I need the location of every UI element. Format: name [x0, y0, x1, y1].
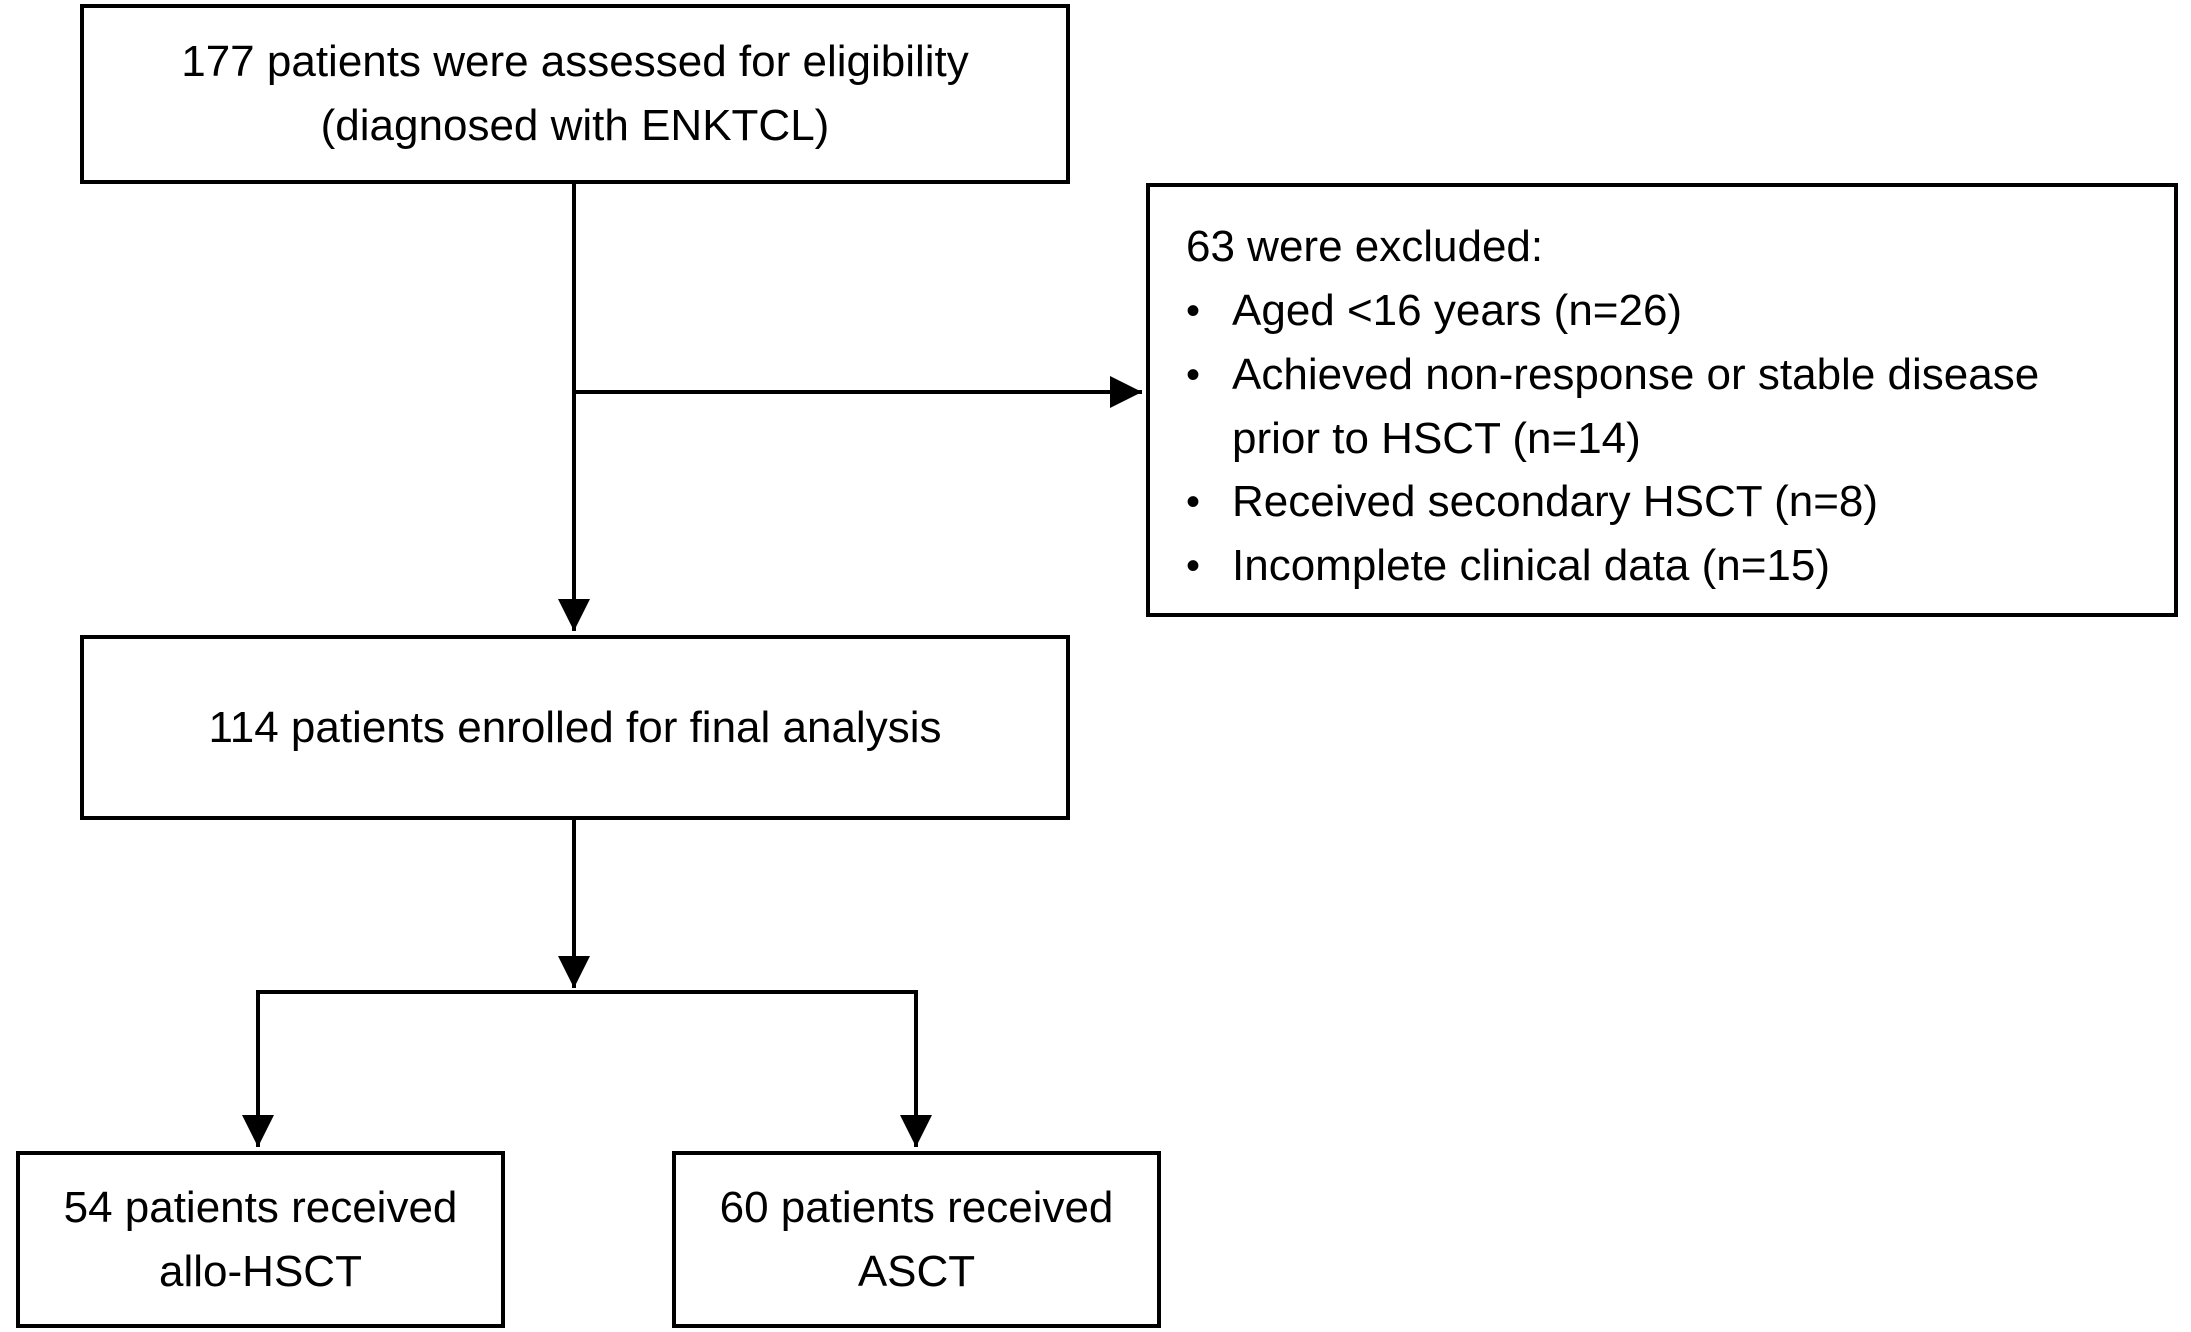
flow-node-enrolled: 114 patients enrolled for final analysis	[80, 635, 1070, 820]
asct-line-2: ASCT	[857, 1246, 976, 1296]
excluded-item-text: Aged <16 years (n=26)	[1232, 285, 1683, 335]
flow-node-asct: 60 patients received ASCT	[672, 1151, 1161, 1328]
excluded-item-text: Received secondary HSCT (n=8)	[1232, 477, 1879, 527]
excluded-item-text: Achieved non-response or stable disease …	[1232, 343, 2158, 471]
excluded-item-incomplete-data: • Incomplete clinical data (n=15)	[1186, 534, 2158, 598]
bullet-icon: •	[1186, 288, 1201, 333]
eligibility-line-2: (diagnosed with ENKTCL)	[320, 101, 830, 150]
bullet-icon: •	[1186, 544, 1201, 589]
excluded-list: • Aged <16 years (n=26) • Achieved non-r…	[1186, 279, 2158, 599]
allo-line-1: 54 patients received	[63, 1182, 458, 1232]
excluded-item-text-line-1: Achieved non-response or stable disease	[1232, 349, 2040, 399]
excluded-item-secondary-hsct: • Received secondary HSCT (n=8)	[1186, 470, 2158, 534]
flow-node-excluded: 63 were excluded: • Aged <16 years (n=26…	[1146, 183, 2178, 617]
enrolled-line-1: 114 patients enrolled for final analysis	[208, 702, 942, 752]
excluded-header: 63 were excluded:	[1186, 222, 1544, 271]
flow-node-allo-hsct: 54 patients received allo-HSCT	[16, 1151, 505, 1328]
asct-line-1: 60 patients received	[719, 1182, 1114, 1232]
eligibility-line-1: 177 patients were assessed for eligibili…	[181, 37, 969, 87]
flow-node-eligibility: 177 patients were assessed for eligibili…	[80, 4, 1070, 184]
excluded-item-age: • Aged <16 years (n=26)	[1186, 279, 2158, 343]
excluded-item-nonresponse: • Achieved non-response or stable diseas…	[1186, 343, 2158, 471]
excluded-item-text-line-2: prior to HSCT (n=14)	[1232, 413, 1641, 463]
bullet-icon: •	[1186, 480, 1201, 525]
allo-line-2: allo-HSCT	[159, 1246, 362, 1296]
excluded-item-text: Incomplete clinical data (n=15)	[1232, 541, 1830, 591]
bullet-icon: •	[1186, 352, 1201, 397]
